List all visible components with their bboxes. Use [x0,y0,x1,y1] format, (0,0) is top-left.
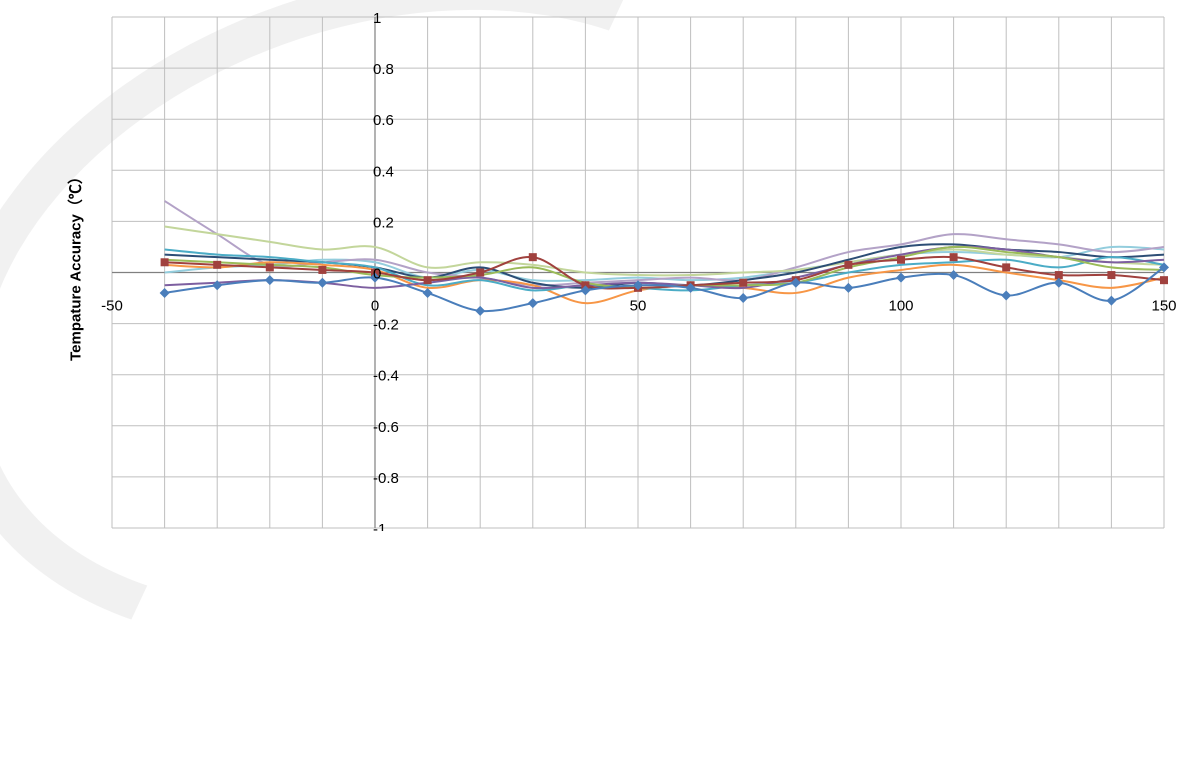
series-marker-diamond [527,298,538,309]
series-line [164,255,1165,290]
series-marker-square [476,268,485,277]
y-tick-label: -0.2 [373,317,399,334]
series-marker-square [581,281,590,290]
series-marker-square [844,260,853,269]
series-marker-diamond [422,287,433,298]
series-marker-diamond [896,272,906,283]
series-marker-square [1107,271,1116,280]
series-marker-diamond [159,287,170,298]
series-marker-square [1160,276,1168,285]
series-marker-square [1054,271,1063,280]
y-tick-label: 0.4 [373,163,394,180]
y-tick-label: 0 [373,266,381,283]
series-marker-square [318,265,327,274]
series-marker-square [213,260,222,269]
series-line [164,225,1165,277]
series-marker-diamond [1001,290,1012,301]
series-marker-square [423,276,432,285]
y-tick-label: 1 [373,10,381,27]
y-tick-label: -0.6 [373,419,399,436]
x-tick-label: 100 [888,298,913,315]
series-marker-square [1002,263,1011,272]
x-tick-label: 50 [630,298,647,315]
y-tick-label: 0.2 [373,214,394,231]
series-line [164,248,1165,292]
series-marker-diamond [1159,262,1169,273]
x-tick-label: -50 [101,298,123,315]
x-tick-label: 150 [1151,298,1176,315]
series-marker-square [160,258,169,267]
y-tick-label: -0.4 [373,368,399,385]
series-marker-square [371,268,379,277]
series-marker-diamond [633,280,643,291]
series-marker-diamond [1053,277,1064,288]
series-marker-diamond [370,272,380,283]
series-marker-square [528,253,537,262]
y-axis-label: Tempature Accuracy（℃） [67,169,85,361]
series-marker-diamond [790,277,801,288]
series-marker-diamond [685,282,696,293]
line-chart: 1 0.8 0.6 0.4 0.2 0 -0.2 -0.4 -0.6 -0.8 -1 -50 0 50 10… [101,10,1176,531]
series-marker-diamond [212,280,223,291]
series-marker-square [265,263,274,272]
series-marker-diamond [738,293,749,304]
series-marker-diamond [264,275,275,286]
series-marker-diamond [948,270,959,281]
series-marker-diamond [475,305,486,316]
series-marker-square [739,278,748,287]
series-marker-diamond [1106,295,1117,306]
series-marker-diamond [580,285,591,296]
y-tick-label: -1 [373,521,386,531]
x-tick-label: 0 [371,298,379,315]
series-marker-square [949,253,958,262]
y-tick-label: 0.8 [373,61,394,78]
series-marker-diamond [843,282,854,293]
series-marker-diamond [317,277,328,288]
y-tick-label: 0.6 [373,112,394,129]
y-tick-label: -0.8 [373,470,399,487]
series-marker-square [897,255,905,264]
